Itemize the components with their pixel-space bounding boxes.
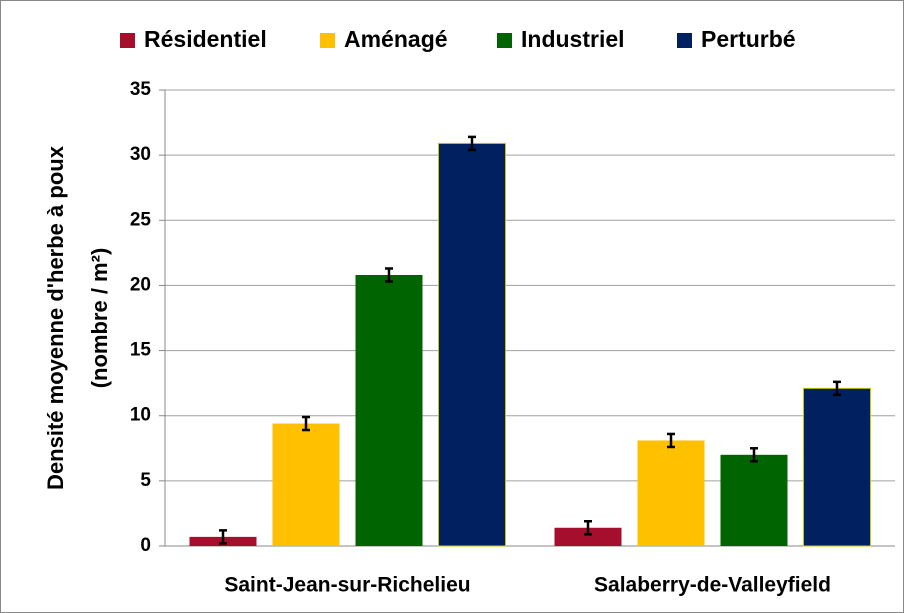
bar bbox=[803, 387, 871, 547]
error-bar bbox=[750, 447, 758, 463]
error-bar bbox=[584, 519, 592, 536]
error-bar bbox=[219, 529, 227, 545]
x-tick-label: Saint-Jean-sur-Richelieu bbox=[224, 574, 470, 597]
legend-swatch bbox=[320, 33, 335, 48]
error-bar bbox=[468, 135, 476, 152]
legend-label: Perturbé bbox=[701, 26, 796, 52]
y-axis-label: (nombre / m²) bbox=[87, 248, 112, 389]
bar bbox=[637, 440, 705, 546]
y-tick-label: 15 bbox=[130, 340, 152, 361]
legend-swatch bbox=[677, 33, 692, 48]
error-bar bbox=[667, 432, 675, 449]
y-tick-label: 35 bbox=[130, 79, 152, 100]
legend-label: Aménagé bbox=[344, 26, 448, 52]
y-tick-label: 20 bbox=[130, 274, 151, 295]
legend-swatch bbox=[497, 33, 512, 48]
y-tick-label: 25 bbox=[130, 209, 152, 230]
error-bar bbox=[385, 267, 393, 283]
y-tick-label: 10 bbox=[130, 405, 151, 426]
bar bbox=[355, 275, 423, 546]
bar bbox=[720, 454, 788, 546]
x-tick-label: Salaberry-de-Valleyfield bbox=[594, 574, 831, 597]
y-tick-label: 30 bbox=[130, 144, 151, 165]
y-tick-label: 0 bbox=[140, 535, 151, 556]
bar bbox=[272, 423, 340, 546]
bar bbox=[438, 142, 506, 547]
legend-label: Industriel bbox=[521, 26, 625, 52]
y-tick-label: 5 bbox=[140, 470, 151, 491]
legend-swatch bbox=[120, 33, 135, 48]
error-bar bbox=[833, 380, 841, 397]
error-bar bbox=[302, 415, 310, 432]
bar bbox=[554, 527, 622, 546]
legend-label: Résidentiel bbox=[144, 26, 267, 52]
y-axis-label: Densité moyenne d'herbe à poux bbox=[43, 145, 68, 490]
